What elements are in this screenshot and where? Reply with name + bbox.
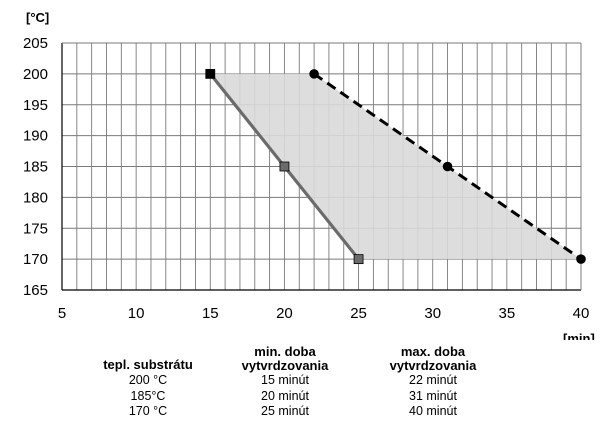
y-tick-label: 195	[23, 97, 48, 114]
y-tick-label: 185	[23, 159, 48, 176]
table-cell: 25 minút	[261, 404, 309, 418]
x-tick-label: 15	[202, 305, 219, 322]
x-tick-label: 25	[350, 305, 367, 322]
data-point-circle	[309, 69, 319, 79]
x-tick-label: 10	[128, 305, 145, 322]
chart-axes	[61, 42, 582, 291]
data-point-circle	[576, 254, 586, 264]
x-tick-label: 20	[276, 305, 293, 322]
x-tick-label: 40	[573, 305, 590, 322]
data-point-circle	[442, 161, 453, 172]
table-col-substrate: tepl. substrátu 200 °C 185°C 170 °C	[88, 345, 208, 420]
y-tick-label: 170	[23, 251, 48, 268]
table-col-min: min. doba vytvrdzovania 15 minút 20 minút 2…	[225, 345, 345, 420]
x-tick-label: 30	[424, 305, 441, 322]
cure-window-fill	[210, 73, 582, 260]
y-tick-label: 175	[23, 220, 48, 237]
tick-labels: 5 10 15 20 25 30 35 40 165 170 175 180 185 190 195 200 2…	[23, 35, 589, 322]
y-tick-label: 165	[23, 282, 48, 299]
y-tick-label: 180	[23, 189, 48, 206]
table-header-max: max. doba vytvrdzovania	[368, 345, 498, 373]
x-axis-label: [min]	[563, 331, 595, 340]
y-axis-label: [°C]	[26, 10, 49, 25]
table-cell: 40 minút	[409, 404, 457, 418]
y-tick-label: 190	[23, 128, 48, 145]
table-cell: 200 °C	[128, 373, 168, 387]
y-tick-label: 200	[23, 66, 48, 83]
table-cell: 15 minút	[261, 373, 309, 387]
table-header-min: min. doba vytvrdzovania	[225, 345, 345, 373]
table-header-line: tepl. substrátu	[103, 357, 193, 372]
table-header-line: max. doba	[400, 344, 466, 359]
y-tick-label: 205	[23, 35, 48, 52]
table-col-max: max. doba vytvrdzovania 22 minút 31 minút 4…	[368, 345, 498, 420]
table-cell: 31 minút	[409, 388, 457, 403]
x-tick-label: 35	[499, 305, 516, 322]
chart-series	[205, 68, 586, 265]
cure-table: tepl. substrátu 200 °C 185°C 170 °C min. d…	[0, 345, 603, 434]
data-point-square	[205, 68, 216, 79]
cure-chart: 5 10 15 20 25 30 35 40 165 170 175 180 185 190 195 200 2…	[23, 10, 595, 340]
x-tick-label: 5	[58, 305, 66, 322]
table-header-line: vytvrdzovania	[389, 358, 477, 373]
table-header-line: vytvrdzovania	[241, 358, 329, 373]
table-cell: 20 minút	[261, 388, 309, 403]
table-header-line: min. doba	[254, 344, 316, 359]
table-cell: 22 minút	[409, 373, 457, 387]
table-header-substrate: tepl. substrátu	[88, 358, 208, 373]
data-point-square	[279, 161, 290, 172]
data-point-square	[353, 254, 364, 265]
table-cell: 185°C	[130, 388, 166, 403]
table-cell: 170 °C	[128, 404, 168, 418]
cure-window-area	[210, 73, 582, 260]
